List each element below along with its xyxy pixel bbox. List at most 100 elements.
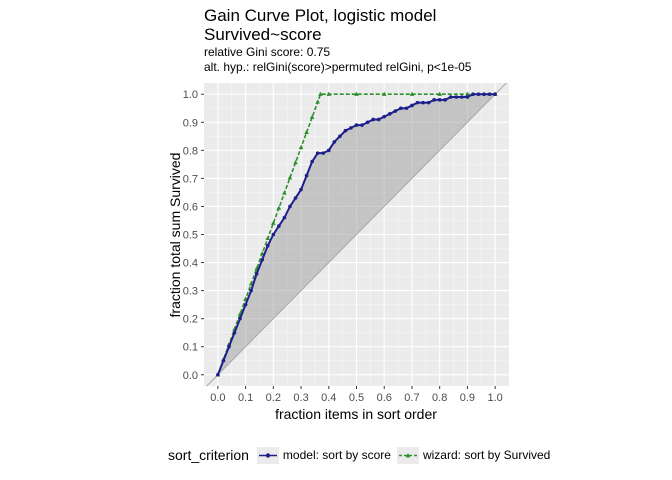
y-axis-label: fraction total sum Survived: [167, 153, 183, 318]
model-point: [343, 128, 348, 133]
model-point: [227, 344, 231, 349]
series-line-wizard: [217, 93, 496, 376]
x-tick-label: 0.5: [349, 392, 364, 404]
model-point: [277, 224, 281, 228]
legend-key-wizard: [396, 446, 419, 464]
model-point: [293, 196, 298, 200]
y-tick-label: 0.0: [183, 370, 198, 382]
model-point: [454, 95, 459, 99]
model-point: [387, 112, 392, 116]
model-point: [221, 358, 226, 363]
y-tick-label: 0.4: [183, 258, 198, 270]
chart-title-line2: Survived~score: [204, 25, 322, 44]
model-point: [265, 243, 270, 248]
model-point: [437, 98, 442, 102]
model-point: [365, 120, 370, 125]
model-point: [232, 330, 237, 335]
model-point: [332, 140, 337, 144]
wizard-point: [326, 91, 332, 96]
y-tick-label: 0.5: [183, 230, 198, 242]
model-point: [304, 173, 309, 178]
model-point: [376, 117, 381, 122]
model-point: [310, 159, 314, 164]
legend-label-wizard: wizard: sort by Survived: [422, 448, 551, 462]
series-layer: [215, 91, 498, 377]
x-axis-ticks: 0.0 0.1 0.2 0.3 0.4 0.5 0.6 0.7 0.8 0.9 1.0: [210, 386, 503, 404]
model-point: [216, 372, 220, 377]
legend-title: sort_criterion: [168, 447, 249, 463]
wizard-point: [318, 91, 323, 96]
model-point: [354, 123, 359, 127]
model-point: [432, 98, 436, 102]
y-axis-ticks: 0.0 0.1 0.2 0.3 0.4 0.5 0.6 0.7 0.8 0.9 1.0: [183, 89, 204, 382]
diagonal-line: [206, 82, 507, 387]
model-point: [426, 100, 431, 105]
y-tick-label: 0.2: [183, 314, 198, 326]
wizard-point: [354, 91, 359, 96]
model-point: [315, 151, 320, 155]
model-point: [371, 117, 375, 122]
wizard-point: [271, 220, 276, 225]
chart-title: Gain Curve Plot, logistic model Survived…: [204, 6, 436, 44]
wizard-point: [265, 235, 271, 241]
model-point: [260, 257, 265, 262]
model-point: [493, 92, 497, 97]
wizard-point: [465, 91, 470, 96]
model-point: [243, 302, 248, 307]
chart-subtitle: relative Gini score: 0.75 alt. hyp.: rel…: [204, 45, 471, 75]
x-tick-label: 0.3: [293, 392, 308, 404]
subtitle-gini: relative Gini score: 0.75: [204, 45, 331, 59]
subtitle-hypothesis: alt. hyp.: relGini(score)>permuted relGi…: [204, 60, 472, 74]
wizard-point: [409, 91, 415, 96]
model-point: [249, 288, 253, 293]
wizard-point: [315, 99, 320, 104]
model-point: [410, 103, 414, 108]
model-point: [471, 92, 475, 97]
model-point: [288, 204, 292, 209]
wizard-point: [309, 114, 315, 119]
model-point: [482, 92, 486, 97]
y-tick-label: 1.0: [183, 89, 198, 101]
x-tick-label: 0.8: [432, 392, 447, 404]
x-tick-label: 0.4: [321, 392, 336, 404]
x-axis-label: fraction items in sort order: [275, 406, 437, 422]
model-point: [399, 106, 403, 111]
wizard-point: [381, 91, 387, 96]
x-tick-label: 0.7: [404, 392, 419, 404]
model-point: [282, 215, 287, 220]
legend: sort_criterion model: sort by score wiza…: [168, 445, 556, 465]
model-point: [476, 92, 481, 97]
wizard-point: [298, 144, 304, 150]
legend-key-model: [256, 446, 279, 464]
model-point: [393, 109, 398, 113]
model-point: [487, 92, 492, 97]
y-tick-label: 0.9: [183, 117, 198, 129]
model-point: [465, 95, 470, 99]
y-tick-label: 0.8: [183, 145, 198, 157]
model-point: [448, 95, 453, 99]
model-point: [326, 148, 331, 153]
x-tick-label: 1.0: [487, 392, 502, 404]
wizard-point: [437, 91, 442, 96]
wizard-point: [293, 160, 298, 165]
y-tick-label: 0.6: [183, 201, 198, 213]
chart-title-line1: Gain Curve Plot, logistic model: [204, 6, 437, 25]
model-point: [443, 98, 448, 102]
wizard-point: [276, 205, 282, 210]
model-point: [299, 187, 303, 192]
model-point: [382, 114, 387, 119]
model-point: [338, 134, 342, 139]
y-tick-label: 0.7: [183, 173, 198, 185]
x-tick-label: 0.0: [210, 392, 225, 404]
model-point: [271, 232, 276, 237]
legend-label-model: model: sort by score: [282, 448, 391, 462]
model-point: [321, 151, 326, 155]
x-tick-label: 0.6: [377, 392, 392, 404]
wizard-point: [304, 129, 309, 134]
model-point: [415, 100, 420, 105]
model-point: [360, 123, 364, 127]
x-tick-label: 0.9: [460, 392, 475, 404]
model-point: [404, 106, 409, 111]
model-point: [460, 95, 464, 99]
